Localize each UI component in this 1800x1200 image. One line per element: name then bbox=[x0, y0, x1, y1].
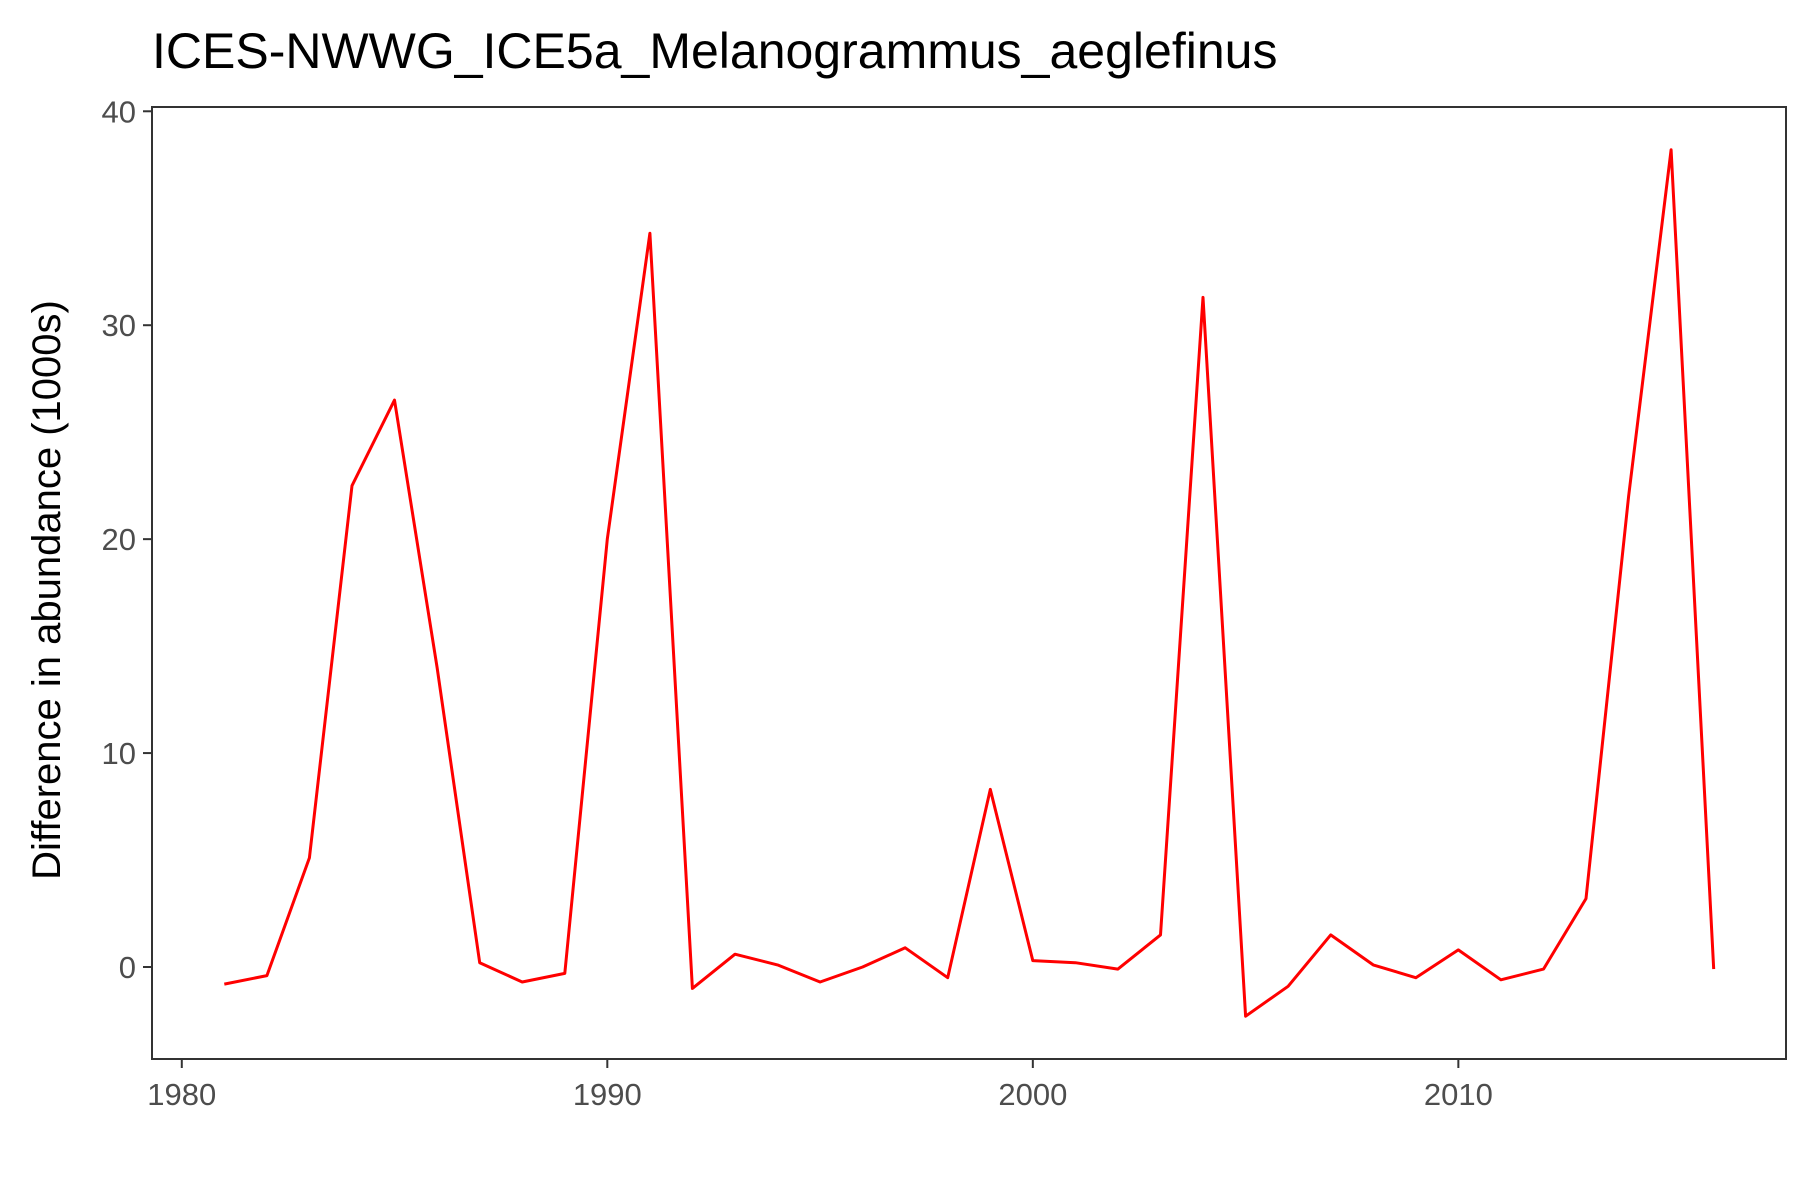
y-tick-label: 20 bbox=[102, 522, 136, 557]
series-layer bbox=[224, 148, 1716, 1018]
x-axis-ticks: 1980 1990 2000 2010 bbox=[147, 1059, 1493, 1112]
x-tick-label: 2000 bbox=[998, 1077, 1067, 1112]
x-tick-label: 1990 bbox=[573, 1077, 642, 1112]
y-tick-label: 0 bbox=[119, 950, 136, 985]
y-tick-label: 10 bbox=[102, 736, 136, 771]
y-tick-label: 40 bbox=[102, 94, 136, 129]
panel-border bbox=[151, 106, 1787, 1060]
y-axis-title: Difference in abundance (1000s) bbox=[25, 300, 69, 880]
y-axis-title-group: Difference in abundance (1000s) bbox=[25, 300, 69, 880]
y-tick-label: 30 bbox=[102, 308, 136, 343]
chart-title: ICES-NWWG_ICE5a_Melanogrammus_aeglefinus bbox=[152, 23, 1277, 79]
y-axis-ticks: 0 10 20 30 40 bbox=[102, 94, 152, 985]
series-line bbox=[224, 148, 1716, 1018]
x-tick-label: 2010 bbox=[1424, 1077, 1493, 1112]
x-tick-label: 1980 bbox=[147, 1077, 216, 1112]
